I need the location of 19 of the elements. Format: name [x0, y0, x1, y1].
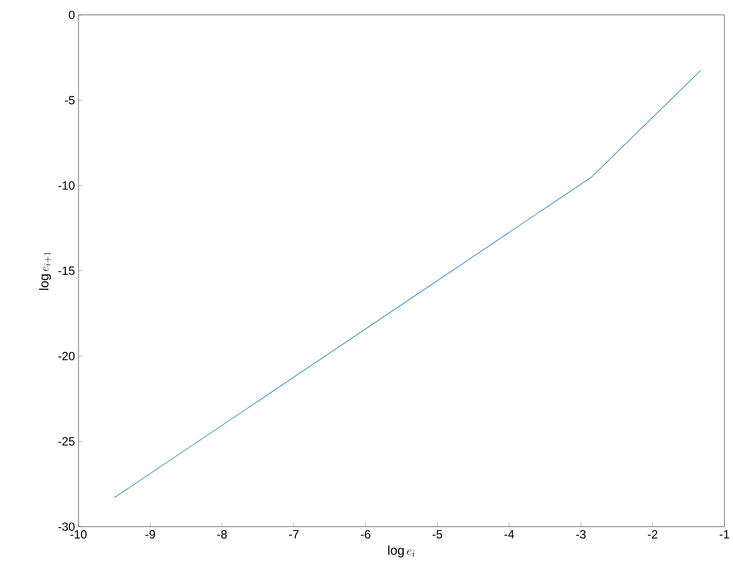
y-tick-label: -10 [58, 181, 75, 190]
x-tick-label: -10 [70, 530, 87, 538]
x-tick-label: -6 [360, 530, 370, 538]
y-tick-label: -5 [64, 96, 75, 104]
y-tick-label: 0 [68, 10, 75, 19]
x-tick-label: -9 [146, 530, 155, 538]
y-tick-label: -20 [58, 352, 75, 360]
x-axis-title: $\log e_i$ [388, 545, 415, 558]
x-tick-label: -8 [217, 530, 227, 538]
x-tick-label: -4 [504, 530, 514, 538]
x-tick-label: -2 [648, 530, 658, 538]
x-tick-label: -7 [289, 530, 298, 538]
y-axis-title: $\log e_{i+1}$ [39, 252, 52, 290]
y-tick-label: -25 [58, 437, 74, 446]
x-tick-label: -5 [432, 530, 442, 538]
y-tick-label: -15 [58, 266, 74, 275]
x-tick-label: -3 [576, 530, 586, 538]
x-tick-label: -1 [720, 530, 730, 538]
y-tick-label: -30 [58, 522, 75, 531]
